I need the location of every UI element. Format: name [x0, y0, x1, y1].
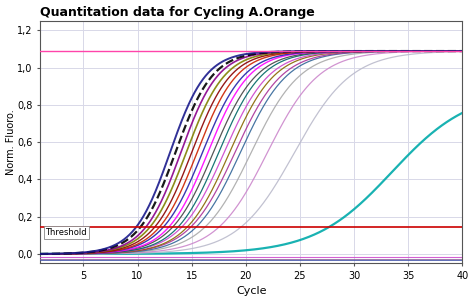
Y-axis label: Norm. Fluoro.: Norm. Fluoro. [6, 109, 16, 175]
Text: Threshold: Threshold [46, 228, 87, 237]
X-axis label: Cycle: Cycle [236, 286, 266, 297]
Text: Quantitation data for Cycling A.Orange: Quantitation data for Cycling A.Orange [40, 5, 315, 18]
